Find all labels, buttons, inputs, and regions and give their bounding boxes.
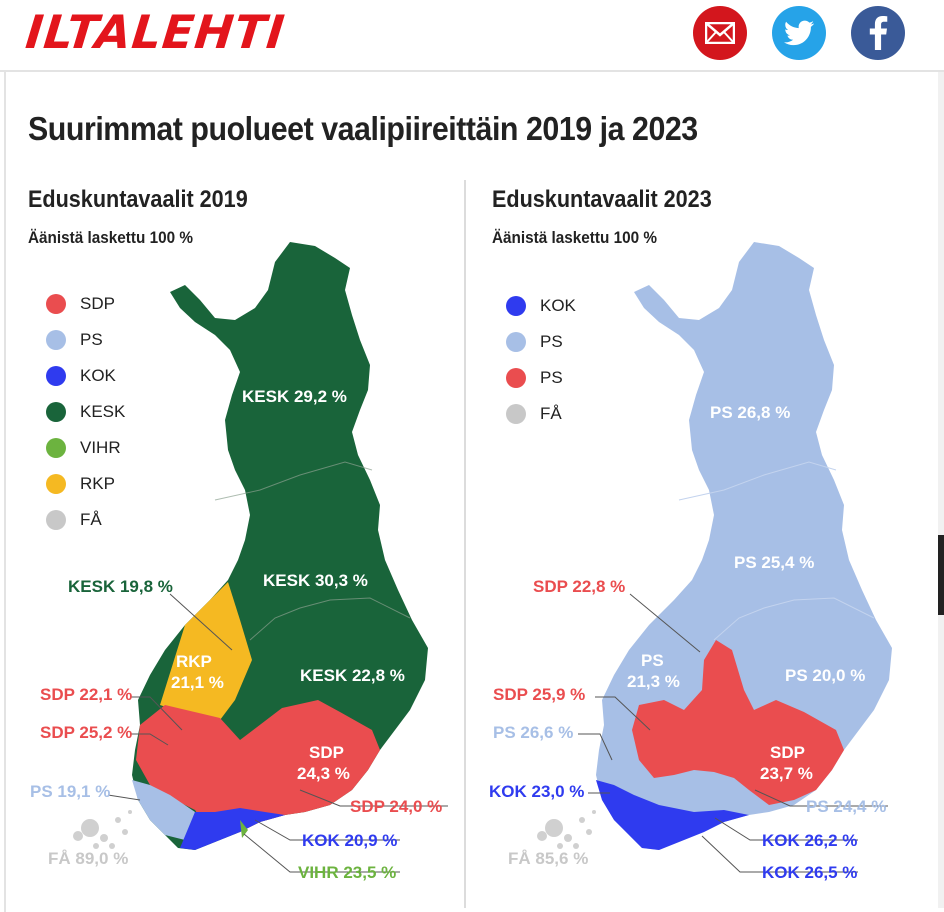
legend-swatch xyxy=(506,368,526,388)
twitter-icon xyxy=(784,20,814,46)
legend-label: PS xyxy=(540,368,563,387)
legend-item: FÅ xyxy=(46,502,125,538)
legend-label: FÅ xyxy=(540,404,562,423)
label-sdp-southeast-2023: SDP xyxy=(770,743,805,762)
aland-islands xyxy=(73,810,132,849)
legend-label: KOK xyxy=(80,366,116,385)
legend-item: RKP xyxy=(46,466,125,502)
site-header: ILTALEHTI xyxy=(0,0,944,72)
legend-swatch xyxy=(46,294,66,314)
legend-2019: SDP PS KOK KESK VIHR RKP FÅ xyxy=(46,286,125,538)
facebook-share-button[interactable] xyxy=(851,6,905,60)
legend-swatch xyxy=(46,402,66,422)
label-kesk-east: KESK 22,8 % xyxy=(300,666,405,685)
infographic-title: Suurimmat puolueet vaalipiireittäin 2019… xyxy=(28,110,698,147)
label-ps-turku: PS 19,1 % xyxy=(30,782,110,801)
region-varsinais-suomi-ps xyxy=(132,780,195,840)
legend-item: SDP xyxy=(46,286,125,322)
label-rkp-value: 21,1 % xyxy=(171,673,224,692)
region-sdp xyxy=(632,640,844,805)
label-ps-vaasa-value: 21,3 % xyxy=(627,672,680,691)
label-fa-aland: FÅ 89,0 % xyxy=(48,849,128,868)
label-rkp: RKP xyxy=(176,652,212,671)
legend-swatch xyxy=(506,296,526,316)
panel-2023-subtitle: Äänistä laskettu 100 % xyxy=(492,228,657,247)
label-sdp-southeast-value: 24,3 % xyxy=(297,764,350,783)
label-sdp-vaasa: SDP 22,1 % xyxy=(40,685,132,704)
legend-swatch xyxy=(46,438,66,458)
twitter-share-button[interactable] xyxy=(772,6,826,60)
region-vaasa-rkp xyxy=(160,582,252,720)
legend-item: KOK xyxy=(506,288,576,324)
legend-label: PS xyxy=(540,332,563,351)
label-ps-east: PS 20,0 % xyxy=(785,666,865,685)
panel-2019-title: Eduskuntavaalit 2019 xyxy=(28,186,248,213)
label-kok-helsinki: KOK 20,9 % xyxy=(302,831,397,850)
label-sdp-southeast: SDP xyxy=(309,743,344,762)
label-kok-uusimaa: KOK 26,2 % xyxy=(762,831,857,850)
legend-swatch xyxy=(46,330,66,350)
legend-label: KESK xyxy=(80,402,126,421)
legend-item: PS xyxy=(46,322,125,358)
content-frame xyxy=(4,72,944,912)
legend-swatch xyxy=(46,510,66,530)
legend-swatch xyxy=(46,366,66,386)
map-2019 xyxy=(73,242,428,850)
label-ps-kymi: PS 24,4 % xyxy=(806,797,886,816)
legend-label: FÅ xyxy=(80,510,102,529)
panel-2019-subtitle: Äänistä laskettu 100 % xyxy=(28,228,193,247)
region-helsinki-vihr xyxy=(240,820,248,838)
panel-divider xyxy=(464,180,466,908)
legend-2023: KOK PS PS FÅ xyxy=(506,288,576,432)
label-ps-north: PS 26,8 % xyxy=(710,403,790,422)
facebook-icon xyxy=(869,16,888,50)
label-sdp-southeast-2023-value: 23,7 % xyxy=(760,764,813,783)
mail-share-button[interactable] xyxy=(693,6,747,60)
scrollbar-thumb[interactable] xyxy=(938,535,944,615)
region-uusimaa-kok xyxy=(180,808,285,850)
label-sdp-tampere-2023: SDP 25,9 % xyxy=(493,685,585,704)
label-kok-helsinki-2023: KOK 26,5 % xyxy=(762,863,857,882)
label-kesk-central: KESK 19,8 % xyxy=(68,577,173,596)
label-sdp-central: SDP 22,8 % xyxy=(533,577,625,596)
region-sdp xyxy=(136,700,380,840)
label-kesk-north: KESK 29,2 % xyxy=(242,387,347,406)
label-kesk-oulu: KESK 30,3 % xyxy=(263,571,368,590)
label-vihr-helsinki: VIHR 23,5 % xyxy=(298,863,396,882)
label-ps-oulu: PS 25,4 % xyxy=(734,553,814,572)
legend-label: PS xyxy=(80,330,103,349)
aland-islands xyxy=(537,810,596,849)
legend-label: KOK xyxy=(540,296,576,315)
label-sdp-tampere: SDP 25,2 % xyxy=(40,723,132,742)
label-ps-satakunta: PS 26,6 % xyxy=(493,723,573,742)
legend-item: PS xyxy=(506,360,576,396)
legend-swatch xyxy=(46,474,66,494)
panel-2023-title: Eduskuntavaalit 2023 xyxy=(492,186,712,213)
region-kok xyxy=(596,780,749,850)
legend-item: KOK xyxy=(46,358,125,394)
label-sdp-kymi: SDP 24,0 % xyxy=(350,797,442,816)
label-ps-vaasa: PS xyxy=(641,651,664,670)
legend-item: FÅ xyxy=(506,396,576,432)
legend-swatch xyxy=(506,404,526,424)
mail-icon xyxy=(705,22,735,44)
label-kok-turku: KOK 23,0 % xyxy=(489,782,584,801)
scrollbar-track[interactable] xyxy=(938,72,944,908)
label-fa-aland-2023: FÅ 85,6 % xyxy=(508,849,588,868)
legend-item: PS xyxy=(506,324,576,360)
legend-item: KESK xyxy=(46,394,125,430)
map-2023 xyxy=(537,242,892,850)
legend-item: VIHR xyxy=(46,430,125,466)
legend-label: RKP xyxy=(80,474,115,493)
legend-swatch xyxy=(506,332,526,352)
legend-label: SDP xyxy=(80,294,115,313)
legend-label: VIHR xyxy=(80,438,121,457)
